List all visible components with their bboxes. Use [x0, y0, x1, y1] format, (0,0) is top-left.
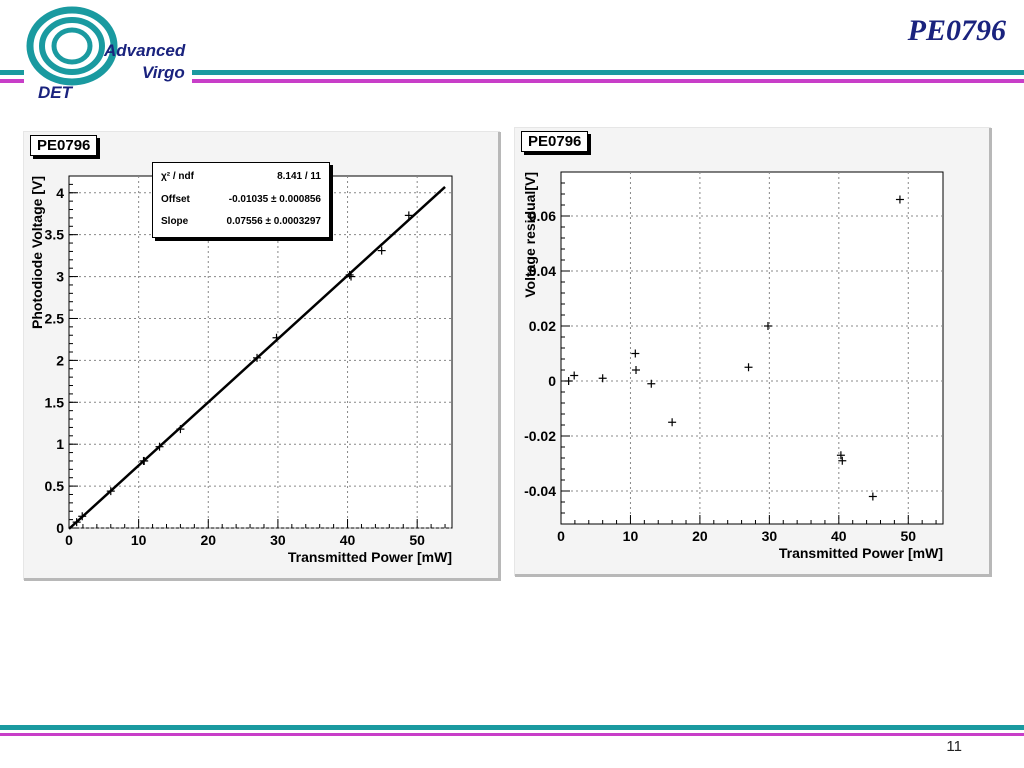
x-tick-label: 40 [831, 528, 847, 544]
data-point [140, 456, 149, 465]
x-tick-label: 30 [270, 532, 286, 548]
x-tick-label: 10 [623, 528, 639, 544]
offset-key: Offset [161, 194, 190, 205]
data-point [763, 322, 772, 330]
data-point [744, 363, 753, 372]
y-tick-label: 2.5 [45, 310, 65, 326]
data-point [838, 456, 847, 465]
footer-teal-line [0, 725, 1024, 730]
chi2-value: 8.141 / 11 [277, 171, 321, 182]
data-point [345, 270, 354, 279]
header-teal-line [0, 70, 24, 75]
svg-text:Advanced: Advanced [103, 41, 186, 60]
data-point [570, 371, 579, 380]
y-axis-title: Photodiode Voltage [V] [29, 176, 45, 329]
voltage-residual-chart: 0 10 20 30 40 50 -0.04 -0.02 0 0.02 0.04 0.06 Transm… [522, 171, 944, 561]
header-purple-line-right [192, 79, 1024, 83]
x-tick-label: 0 [557, 528, 565, 544]
y-tick-label: 0.04 [529, 263, 556, 279]
footer-purple-line [0, 733, 1024, 736]
data-point [377, 246, 386, 255]
y-tick-label: 1 [56, 436, 64, 452]
fit-stats-box: χ² / ndf 8.141 / 11 Offset -0.01035 ± 0.… [152, 162, 330, 238]
y-tick-label: 2 [56, 352, 64, 368]
offset-value: -0.01035 ± 0.000856 [228, 194, 321, 205]
y-tick-label: 1.5 [45, 394, 65, 410]
left-panel-label: PE0796 [30, 135, 98, 156]
data-point [404, 211, 413, 220]
y-tick-label: -0.04 [524, 483, 556, 499]
plot-frame [560, 171, 944, 525]
svg-text:DET: DET [38, 83, 74, 102]
data-point [668, 418, 677, 427]
y-axis-title: Voltage residual[V] [522, 172, 538, 298]
header-teal-line-right [192, 70, 1024, 75]
data-point [631, 349, 640, 358]
slope-key: Slope [161, 216, 189, 227]
y-tick-label: 0 [548, 373, 556, 389]
data-point [155, 442, 164, 451]
page-number: 11 [946, 738, 962, 755]
x-axis-title: Transmitted Power [mW] [288, 549, 452, 565]
data-point [176, 425, 185, 434]
data-point [347, 272, 356, 281]
data-point [272, 333, 281, 342]
x-tick-label: 0 [65, 532, 73, 548]
right-chart-panel: 0 10 20 30 40 50 -0.04 -0.02 0 0.02 0.04 0.06 Transm… [515, 128, 992, 577]
advanced-virgo-logo: Advanced Virgo DET [26, 6, 186, 102]
data-point [106, 487, 115, 496]
data-point [253, 353, 262, 362]
x-tick-label: 50 [900, 528, 916, 544]
y-tick-label: 3 [56, 269, 64, 285]
left-chart-panel: 0 10 20 30 40 50 0 0.5 1 1.5 2 2.5 3 3.5 4 Transmitted … [24, 132, 501, 581]
data-point [647, 379, 656, 388]
y-tick-label: 4 [56, 185, 64, 201]
y-tick-label: 0 [56, 520, 64, 536]
x-tick-label: 20 [200, 532, 216, 548]
data-point [78, 512, 87, 521]
y-tick-label: 0.5 [45, 478, 65, 494]
header-purple-line [0, 79, 24, 83]
x-tick-label: 40 [340, 532, 356, 548]
data-point [564, 377, 573, 385]
data-point [868, 492, 877, 501]
chi2-key: χ² / ndf [161, 171, 194, 182]
x-tick-label: 20 [692, 528, 708, 544]
data-point [895, 195, 904, 204]
right-panel-label: PE0796 [521, 131, 589, 152]
svg-text:Virgo: Virgo [142, 63, 185, 82]
y-tick-label: 3.5 [45, 227, 65, 243]
data-point [598, 374, 607, 383]
x-tick-label: 50 [409, 532, 425, 548]
y-tick-label: 0.06 [529, 208, 556, 224]
x-axis-title: Transmitted Power [mW] [779, 545, 943, 561]
data-point [72, 518, 81, 527]
y-tick-label: 0.02 [529, 318, 556, 334]
x-tick-label: 30 [762, 528, 778, 544]
slope-value: 0.07556 ± 0.0003297 [226, 216, 321, 227]
data-point [836, 451, 845, 460]
data-point [632, 366, 641, 374]
x-tick-label: 10 [131, 532, 147, 548]
y-tick-label: -0.02 [524, 428, 556, 444]
slide-title: PE0796 [907, 14, 1006, 47]
